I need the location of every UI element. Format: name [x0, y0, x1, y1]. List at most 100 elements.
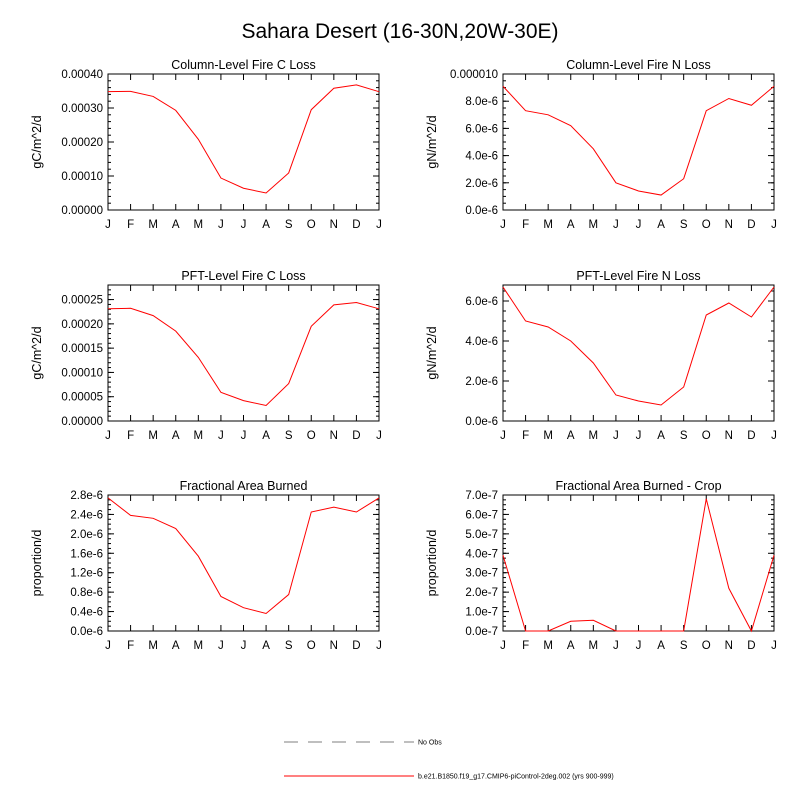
y-tick-label: 0.00040 [61, 69, 103, 81]
x-tick-label: J [376, 219, 382, 231]
x-tick-label: A [262, 640, 270, 652]
y-tick-label: 0.00015 [61, 343, 103, 355]
x-tick-label: D [352, 430, 360, 442]
x-tick-label: J [105, 430, 111, 442]
panel-title: Column-Level Fire C Loss [171, 58, 316, 72]
x-tick-label: F [127, 219, 134, 231]
legend-model-label: b.e21.B1850.f19_g17.CMIP6-piControl-2deg… [418, 774, 614, 781]
y-tick-label: 2.0e-6 [70, 529, 103, 541]
x-tick-label: J [636, 219, 642, 231]
x-tick-label: J [218, 219, 224, 231]
x-tick-label: A [657, 430, 665, 442]
y-tick-label: 0.0e-6 [465, 205, 498, 217]
x-tick-label: J [771, 640, 777, 652]
x-tick-label: A [172, 219, 180, 231]
x-tick-label: A [172, 640, 180, 652]
x-tick-label: O [307, 640, 316, 652]
x-tick-label: N [725, 640, 733, 652]
x-tick-label: D [352, 640, 360, 652]
y-tick-label: 0.00010 [61, 171, 103, 183]
x-tick-label: J [241, 219, 247, 231]
x-tick-label: O [702, 219, 711, 231]
x-tick-label: M [543, 640, 553, 652]
x-tick-label: O [702, 640, 711, 652]
y-tick-label: 4.0e-6 [465, 336, 498, 348]
x-tick-label: N [725, 219, 733, 231]
y-tick-label: 0.8e-6 [70, 587, 103, 599]
y-tick-label: 1.6e-6 [70, 548, 103, 560]
y-tick-label: 4.0e-6 [465, 151, 498, 163]
series-line [107, 84, 380, 194]
y-axis-label: proportion/d [30, 530, 44, 597]
x-tick-label: S [680, 640, 688, 652]
x-tick-label: J [500, 430, 506, 442]
y-axis-label: gC/m^2/d [30, 115, 44, 168]
y-tick-label: 0.00030 [61, 103, 103, 115]
x-tick-label: J [241, 640, 247, 652]
x-tick-label: F [522, 640, 529, 652]
x-tick-label: J [105, 219, 111, 231]
x-tick-label: F [522, 430, 529, 442]
y-tick-label: 2.4e-6 [70, 509, 103, 521]
series-line [502, 498, 775, 633]
x-tick-label: J [500, 219, 506, 231]
figure-title: Sahara Desert (16-30N,20W-30E) [241, 20, 558, 43]
x-tick-label: A [567, 430, 575, 442]
y-axis-label: gN/m^2/d [425, 115, 439, 168]
x-tick-label: D [747, 219, 755, 231]
series-line [107, 301, 380, 407]
y-tick-label: 0.00020 [61, 319, 103, 331]
x-tick-label: J [636, 430, 642, 442]
x-tick-label: N [330, 430, 338, 442]
legend-obs-label: No Obs [418, 740, 442, 747]
x-tick-label: M [589, 640, 599, 652]
x-tick-label: D [747, 430, 755, 442]
x-tick-label: J [105, 640, 111, 652]
x-tick-label: J [613, 219, 619, 231]
x-tick-label: F [127, 430, 134, 442]
x-tick-label: A [172, 430, 180, 442]
x-tick-label: M [148, 640, 158, 652]
x-tick-label: S [680, 430, 688, 442]
x-tick-label: A [567, 219, 575, 231]
legend: No Obs b.e21.B1850.f19_g17.CMIP6-piContr… [284, 740, 614, 781]
y-tick-label: 8.0e-6 [465, 96, 498, 108]
x-tick-label: S [285, 640, 293, 652]
x-tick-label: M [194, 640, 204, 652]
x-tick-label: M [589, 219, 599, 231]
x-tick-label: D [747, 640, 755, 652]
y-tick-label: 0.00000 [61, 416, 103, 428]
y-tick-label: 7.0e-7 [465, 490, 498, 502]
x-tick-label: A [567, 640, 575, 652]
x-tick-label: N [330, 219, 338, 231]
panel-title: Column-Level Fire N Loss [566, 58, 711, 72]
x-tick-label: J [613, 640, 619, 652]
series-line [107, 497, 380, 615]
plot-frame [107, 73, 380, 211]
y-axis-label: gC/m^2/d [30, 326, 44, 379]
x-tick-label: J [218, 640, 224, 652]
panel-title: PFT-Level Fire C Loss [181, 269, 305, 283]
y-tick-label: 0.0e-6 [70, 626, 103, 638]
x-tick-label: M [148, 219, 158, 231]
panel-title: PFT-Level Fire N Loss [576, 269, 700, 283]
x-tick-label: M [589, 430, 599, 442]
x-tick-label: S [285, 430, 293, 442]
y-tick-label: 5.0e-7 [465, 529, 498, 541]
x-tick-label: O [307, 219, 316, 231]
x-tick-label: N [330, 640, 338, 652]
x-tick-label: A [262, 219, 270, 231]
x-tick-label: D [352, 219, 360, 231]
y-tick-label: 2.8e-6 [70, 490, 103, 502]
x-tick-label: M [148, 430, 158, 442]
y-tick-label: 0.0e-7 [465, 626, 498, 638]
y-axis-label: proportion/d [425, 530, 439, 597]
x-tick-label: J [500, 640, 506, 652]
x-tick-label: M [543, 430, 553, 442]
y-tick-label: 1.2e-6 [70, 568, 103, 580]
x-tick-label: J [771, 219, 777, 231]
y-tick-label: 4.0e-7 [465, 548, 498, 560]
y-tick-label: 0.00000 [61, 205, 103, 217]
